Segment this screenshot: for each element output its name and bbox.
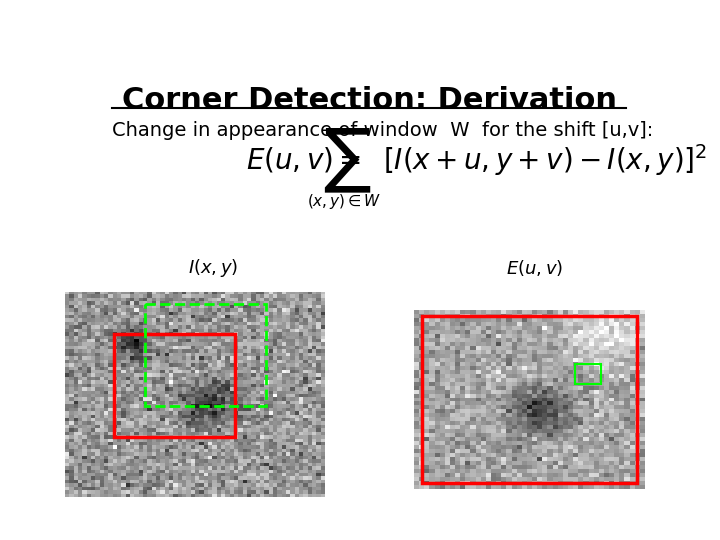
Text: $I(x, y)$: $I(x, y)$	[188, 257, 238, 279]
Text: $(x,y)\in W$: $(x,y)\in W$	[307, 192, 381, 211]
Text: $E(3,2)$: $E(3,2)$	[562, 347, 598, 360]
Text: $\sum$: $\sum$	[323, 126, 371, 194]
Bar	[145, 303, 266, 406]
Text: $E(u,v)=$: $E(u,v)=$	[246, 146, 361, 175]
Text: $[I(x+u,y+v)-I(x,y)]^2$: $[I(x+u,y+v)-I(x,y)]^2$	[383, 143, 707, 178]
Text: $E(u, v)$: $E(u, v)$	[505, 258, 563, 278]
Text: Change in appearance of window  W  for the shift [u,v]:: Change in appearance of window W for the…	[112, 121, 654, 140]
Bar	[575, 364, 601, 384]
Bar	[114, 334, 235, 437]
Text: Corner Detection: Derivation: Corner Detection: Derivation	[122, 85, 616, 114]
